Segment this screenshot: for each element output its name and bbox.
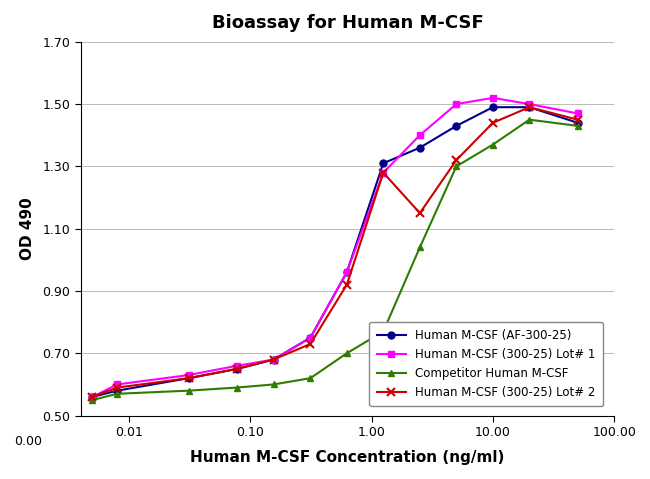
Human M-CSF (300-25) Lot# 2: [113, 385, 121, 390]
Competitor Human M-CSF: [380, 329, 387, 334]
Human M-CSF (300-25) Lot# 2: [525, 104, 533, 110]
Human M-CSF (300-25) Lot# 1: [416, 132, 424, 138]
Competitor Human M-CSF: [489, 142, 497, 148]
Human M-CSF (300-25) Lot# 1: [270, 357, 278, 363]
Human M-CSF (AF-300-25): [574, 120, 582, 125]
Line: Human M-CSF (300-25) Lot# 2: Human M-CSF (300-25) Lot# 2: [88, 103, 582, 401]
Human M-CSF (300-25) Lot# 1: [343, 269, 351, 275]
Title: Bioassay for Human M-CSF: Bioassay for Human M-CSF: [211, 14, 484, 32]
Human M-CSF (300-25) Lot# 1: [452, 101, 460, 107]
Competitor Human M-CSF: [343, 351, 351, 356]
Human M-CSF (AF-300-25): [306, 335, 314, 341]
Human M-CSF (AF-300-25): [525, 104, 533, 110]
Line: Human M-CSF (AF-300-25): Human M-CSF (AF-300-25): [89, 104, 581, 400]
Line: Human M-CSF (300-25) Lot# 1: Human M-CSF (300-25) Lot# 1: [89, 94, 581, 400]
Human M-CSF (300-25) Lot# 2: [233, 366, 241, 372]
Human M-CSF (AF-300-25): [452, 123, 460, 129]
Human M-CSF (300-25) Lot# 1: [185, 372, 192, 378]
Human M-CSF (300-25) Lot# 2: [88, 394, 96, 400]
Competitor Human M-CSF: [113, 391, 121, 397]
Human M-CSF (300-25) Lot# 2: [452, 157, 460, 163]
Human M-CSF (300-25) Lot# 1: [574, 111, 582, 116]
Line: Competitor Human M-CSF: Competitor Human M-CSF: [89, 116, 581, 403]
Text: 0.00: 0.00: [14, 435, 42, 448]
Human M-CSF (AF-300-25): [88, 394, 96, 400]
Human M-CSF (300-25) Lot# 1: [489, 95, 497, 101]
Human M-CSF (300-25) Lot# 2: [380, 170, 387, 175]
Human M-CSF (300-25) Lot# 1: [525, 101, 533, 107]
Competitor Human M-CSF: [233, 385, 241, 390]
Human M-CSF (AF-300-25): [489, 104, 497, 110]
Human M-CSF (300-25) Lot# 2: [416, 210, 424, 216]
Human M-CSF (300-25) Lot# 2: [306, 341, 314, 347]
X-axis label: Human M-CSF Concentration (ng/ml): Human M-CSF Concentration (ng/ml): [190, 450, 504, 465]
Human M-CSF (AF-300-25): [380, 160, 387, 166]
Human M-CSF (300-25) Lot# 2: [185, 376, 192, 381]
Legend: Human M-CSF (AF-300-25), Human M-CSF (300-25) Lot# 1, Competitor Human M-CSF, Hu: Human M-CSF (AF-300-25), Human M-CSF (30…: [369, 322, 603, 406]
Human M-CSF (300-25) Lot# 1: [380, 170, 387, 175]
Human M-CSF (AF-300-25): [270, 357, 278, 363]
Human M-CSF (300-25) Lot# 2: [270, 357, 278, 363]
Human M-CSF (300-25) Lot# 1: [306, 335, 314, 341]
Human M-CSF (300-25) Lot# 1: [233, 363, 241, 369]
Competitor Human M-CSF: [525, 117, 533, 123]
Human M-CSF (300-25) Lot# 2: [489, 120, 497, 125]
Competitor Human M-CSF: [416, 244, 424, 250]
Competitor Human M-CSF: [270, 382, 278, 388]
Competitor Human M-CSF: [574, 123, 582, 129]
Human M-CSF (AF-300-25): [233, 366, 241, 372]
Human M-CSF (AF-300-25): [185, 376, 192, 381]
Competitor Human M-CSF: [185, 388, 192, 394]
Competitor Human M-CSF: [88, 397, 96, 403]
Competitor Human M-CSF: [306, 376, 314, 381]
Human M-CSF (300-25) Lot# 1: [88, 394, 96, 400]
Human M-CSF (AF-300-25): [416, 145, 424, 150]
Y-axis label: OD 490: OD 490: [20, 197, 35, 260]
Human M-CSF (300-25) Lot# 1: [113, 382, 121, 388]
Human M-CSF (300-25) Lot# 2: [574, 117, 582, 123]
Human M-CSF (AF-300-25): [113, 388, 121, 394]
Human M-CSF (AF-300-25): [343, 269, 351, 275]
Human M-CSF (300-25) Lot# 2: [343, 282, 351, 287]
Competitor Human M-CSF: [452, 163, 460, 169]
